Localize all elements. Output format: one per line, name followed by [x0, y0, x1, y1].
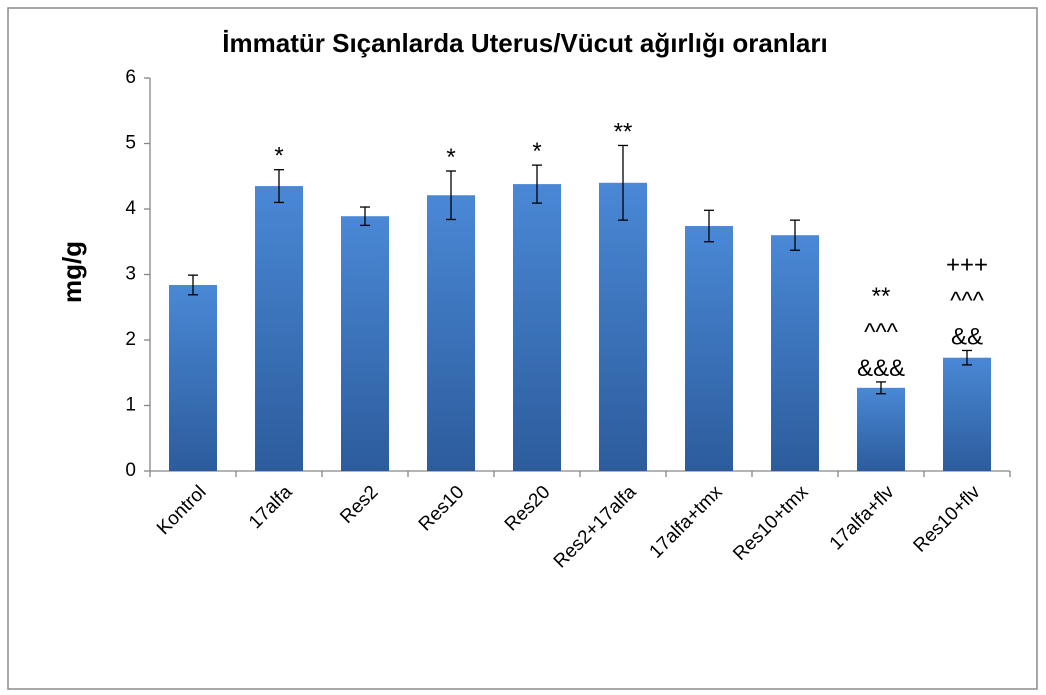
y-tick-label: 4	[125, 198, 136, 219]
annotation: +++	[946, 251, 988, 278]
bar	[169, 284, 217, 471]
annotation: *	[446, 144, 455, 171]
y-tick-label: 2	[125, 329, 136, 350]
bar	[599, 182, 647, 472]
annotation: *	[274, 143, 283, 170]
y-tick-label: 6	[125, 67, 136, 88]
annotation: **	[872, 283, 891, 310]
annotation: &&&	[857, 355, 905, 382]
bar	[341, 216, 389, 471]
bar	[943, 357, 991, 471]
chart-title: İmmatür Sıçanlarda Uterus/Vücut ağırlığı…	[222, 28, 827, 58]
annotation: **	[614, 118, 633, 145]
y-tick-label: 1	[125, 395, 136, 416]
annotation: *	[532, 138, 541, 165]
bar	[513, 184, 561, 472]
bar	[685, 226, 733, 471]
bar	[771, 235, 819, 471]
bar	[255, 186, 303, 471]
annotation: ^^^	[864, 319, 899, 346]
bar	[857, 387, 905, 471]
y-tick-label: 5	[125, 133, 136, 154]
y-axis-label: mg/g	[57, 241, 87, 303]
bar	[427, 195, 475, 471]
y-tick-label: 0	[125, 460, 136, 481]
annotation: ^^^	[950, 287, 985, 314]
annotation: &&	[951, 323, 983, 350]
y-tick-label: 3	[125, 264, 136, 285]
